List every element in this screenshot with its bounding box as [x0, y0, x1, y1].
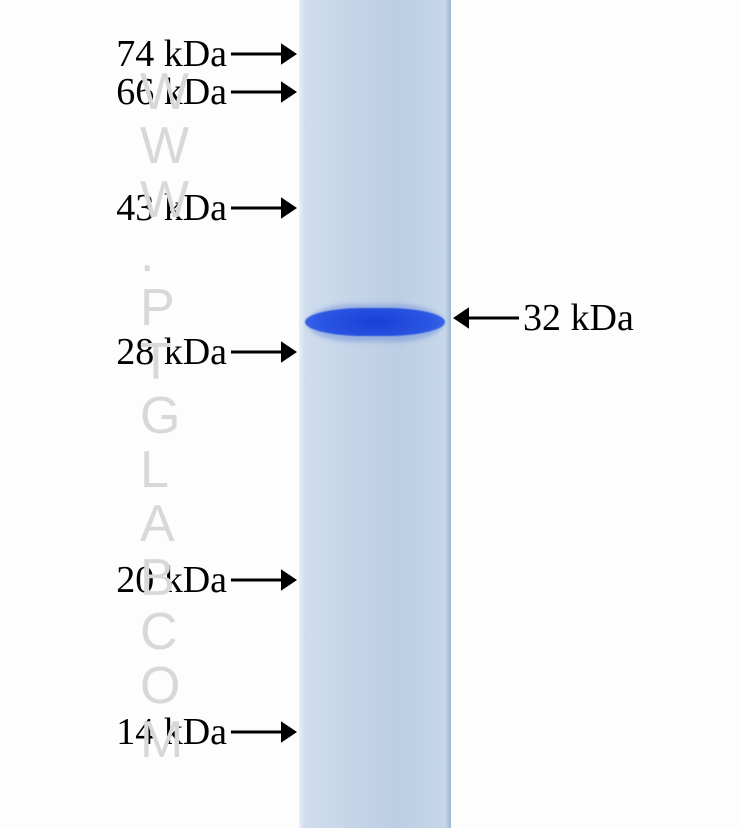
marker-43kda: 43 kDa: [116, 185, 297, 231]
arrow-right-icon: [231, 338, 297, 366]
marker-label: 32 kDa: [523, 296, 634, 340]
marker-28kda: 28 kDa: [116, 329, 297, 375]
gel-lane-inner: [305, 0, 445, 828]
arrow-right-icon: [231, 566, 297, 594]
watermark-text: WWW.PTGLABCOM: [140, 66, 191, 768]
marker-label: 43 kDa: [116, 186, 227, 230]
marker-label: 28 kDa: [116, 330, 227, 374]
marker-14kda: 14 kDa: [116, 709, 297, 755]
arrow-right-icon: [231, 718, 297, 746]
marker-32kda: 32 kDa: [453, 295, 634, 341]
protein-band: [305, 308, 445, 336]
arrow-right-icon: [231, 194, 297, 222]
marker-66kda: 66 kDa: [116, 69, 297, 115]
arrow-right-icon: [231, 78, 297, 106]
marker-label: 14 kDa: [116, 710, 227, 754]
gel-lane: [299, 0, 451, 828]
marker-20kda: 20 kDa: [116, 557, 297, 603]
arrow-left-icon: [453, 304, 519, 332]
marker-label: 20 kDa: [116, 558, 227, 602]
gel-lane-right-edge: [445, 0, 451, 828]
marker-label: 66 kDa: [116, 70, 227, 114]
figure-root: 74 kDa 66 kDa 43 kDa 28 kDa 20 kDa 14 kD…: [0, 0, 740, 828]
arrow-right-icon: [231, 40, 297, 68]
